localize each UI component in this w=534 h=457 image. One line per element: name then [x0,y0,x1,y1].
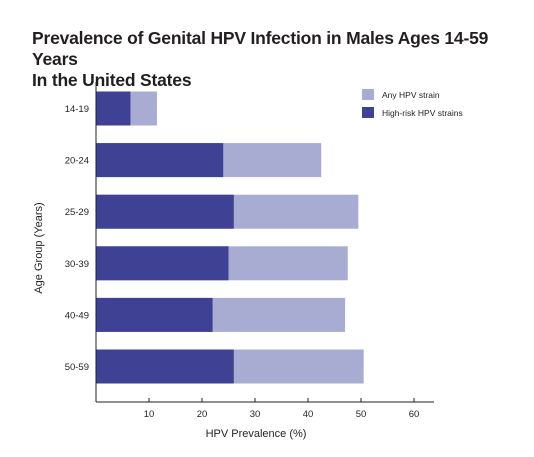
x-axis-label: HPV Prevalence (%) [206,428,307,440]
bar-high-risk-hpv-20-24 [96,143,224,178]
x-tick-label-10: 10 [144,409,155,420]
x-tick-label-60: 60 [409,409,420,420]
x-tick-label-40: 40 [303,409,314,420]
x-tick-label-50: 50 [356,409,367,420]
bars-group: 14-19 20-24 25-29 30-39 40-49 50-59 [65,91,364,384]
legend-swatch-any-hpv [362,89,374,100]
y-tick-label-50-59: 50-59 [65,362,89,373]
y-tick-label-30-39: 30-39 [65,259,89,270]
y-tick-label-20-24: 20-24 [65,156,89,167]
bar-high-risk-hpv-30-39 [96,246,229,281]
bar-high-risk-hpv-14-19 [96,91,131,126]
legend: Any HPV strain High-risk HPV strains [362,89,463,118]
legend-label-high-risk-hpv: High-risk HPV strains [382,108,463,118]
legend-swatch-high-risk-hpv [362,107,374,118]
x-tick-label-20: 20 [197,409,208,420]
bar-high-risk-hpv-40-49 [96,297,213,332]
bar-high-risk-hpv-25-29 [96,194,234,229]
bar-high-risk-hpv-50-59 [96,349,234,384]
legend-label-any-hpv: Any HPV strain [382,90,440,100]
axes-group: 10 20 30 40 50 60 [95,82,434,420]
y-tick-label-40-49: 40-49 [65,310,89,321]
y-tick-label-25-29: 25-29 [65,207,89,218]
y-axis-label: Age Group (Years) [33,202,45,293]
chart-title: Prevalence of Genital HPV Infection in M… [32,28,522,91]
x-tick-label-30: 30 [250,409,261,420]
chart-title-line-1: Prevalence of Genital HPV Infection in M… [32,28,489,69]
chart-title-line-2: In the United States [32,70,192,90]
y-tick-label-14-19: 14-19 [65,104,89,115]
